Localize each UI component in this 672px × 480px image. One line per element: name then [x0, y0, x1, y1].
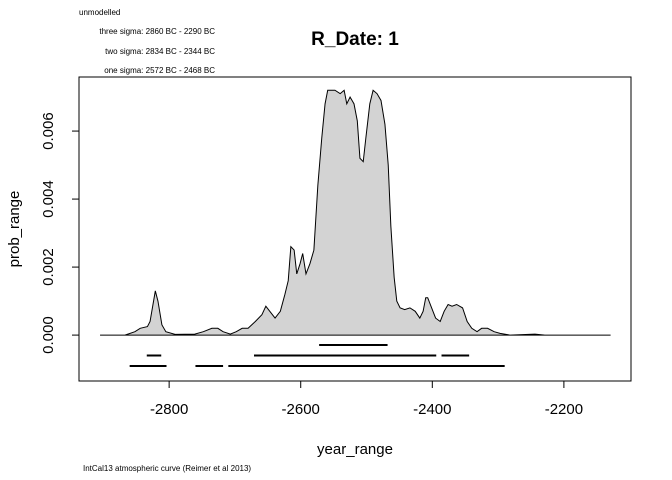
- x-tick-label: -2600: [282, 401, 320, 418]
- y-tick-label: 0.000: [40, 316, 57, 354]
- y-axis-label: prob_range: [6, 191, 23, 268]
- y-tick-label: 0.002: [40, 248, 57, 286]
- footer: IntCal13 atmospheric curve (Reimer et al…: [83, 464, 251, 473]
- y-tick-label: 0.004: [40, 180, 57, 218]
- density-area: [100, 89, 611, 336]
- x-tick-label: -2400: [413, 401, 451, 418]
- x-tick-label: -2200: [545, 401, 583, 418]
- note: unmodelled: [79, 8, 120, 17]
- x-axis-label: year_range: [317, 441, 393, 458]
- note: two sigma: 2834 BC - 2344 BC: [105, 47, 215, 56]
- y-tick-label: 0.006: [40, 112, 57, 150]
- note: one sigma: 2572 BC - 2468 BC: [104, 66, 215, 75]
- x-tick-label: -2800: [150, 401, 188, 418]
- chart-title: R_Date: 1: [311, 29, 399, 50]
- note: three sigma: 2860 BC - 2290 BC: [99, 27, 215, 36]
